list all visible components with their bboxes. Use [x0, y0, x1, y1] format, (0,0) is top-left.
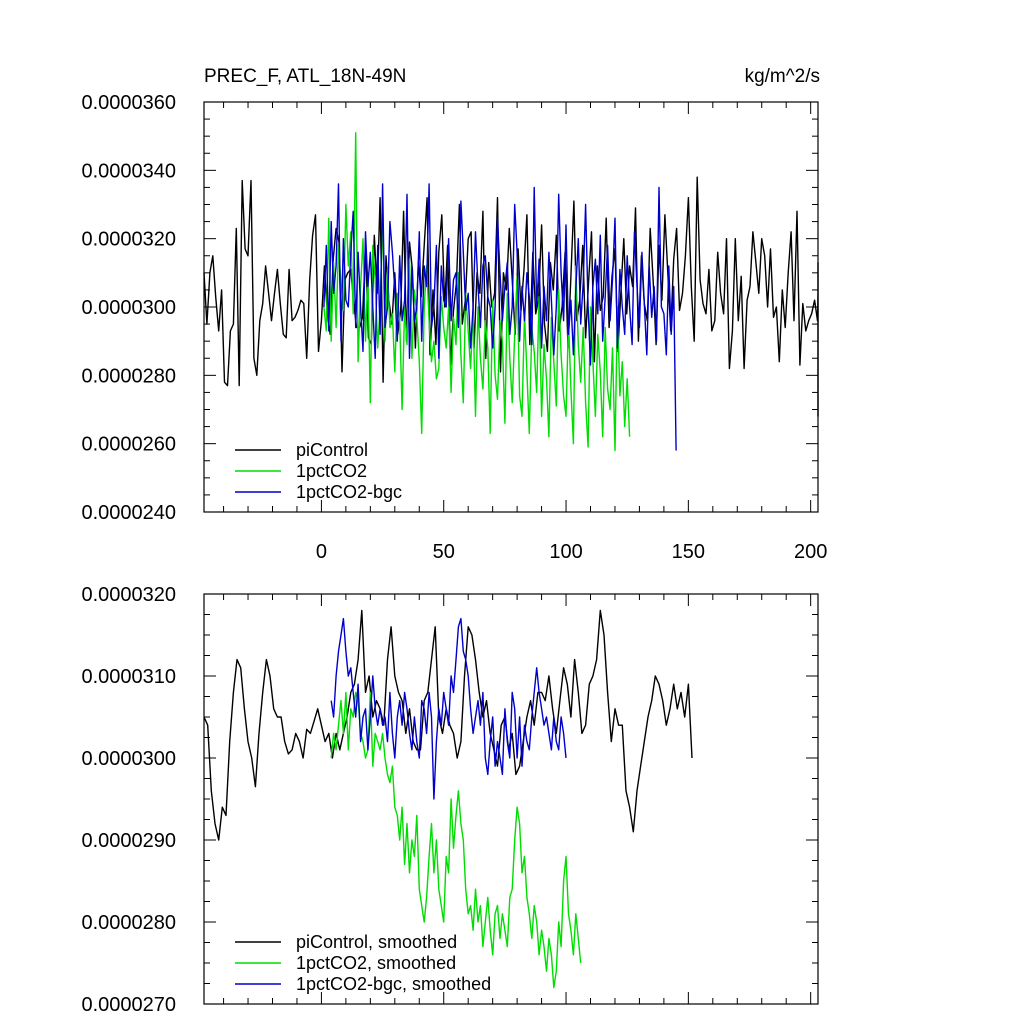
bottom-ytick-label: 0.0000300	[81, 748, 176, 770]
top-ytick-label: 0.0000320	[81, 229, 176, 251]
legend-label: 1pctCO2-bgc	[296, 482, 402, 502]
top-xtick-label: 0	[316, 541, 327, 563]
top-ytick-label: 0.0000340	[81, 160, 176, 182]
legend-label: piControl	[296, 440, 368, 460]
bottom-ytick-label: 0.0000290	[81, 830, 176, 852]
bottom-series-group	[203, 609, 693, 989]
top-ytick-label: 0.0000300	[81, 297, 176, 319]
bottom-ytick-label: 0.0000280	[81, 912, 176, 934]
series-1pctco2-smoothed-line	[330, 691, 582, 989]
top-xtick-label: 200	[794, 541, 827, 563]
chart-title: PREC_F, ATL_18N-49N	[204, 66, 406, 87]
top-ytick-label: 0.0000360	[81, 92, 176, 114]
top-axes: 0.0000240 0.0000260 0.0000280 0.0000300 0.00…	[81, 92, 827, 563]
series-1pctco2-bgc-smoothed-line	[330, 617, 567, 800]
series-1pctco2-line	[323, 132, 631, 452]
top-xtick-label: 50	[433, 541, 455, 563]
series-picontrol-line	[203, 176, 819, 417]
legend-label: piControl, smoothed	[296, 932, 457, 952]
top-ytick-label: 0.0000260	[81, 434, 176, 456]
top-ytick-label: 0.0000240	[81, 502, 176, 524]
series-1pctco2-bgc-line	[323, 183, 677, 451]
legend-label: 1pctCO2-bgc, smoothed	[296, 974, 491, 994]
legend-label: 1pctCO2, smoothed	[296, 953, 456, 973]
chart-units: kg/m^2/s	[745, 66, 820, 87]
top-xtick-label: 100	[549, 541, 582, 563]
bottom-ytick-label: 0.0000320	[81, 584, 176, 606]
bottom-ytick-label: 0.0000270	[81, 994, 176, 1016]
top-xtick-label: 150	[672, 541, 705, 563]
top-ytick-label: 0.0000280	[81, 365, 176, 387]
top-series-group	[203, 132, 819, 452]
legend-label: 1pctCO2	[296, 461, 367, 481]
bottom-axes: 0.0000270 0.0000280 0.0000290 0.0000300 0.00…	[81, 584, 818, 1016]
bottom-ytick-label: 0.0000310	[81, 666, 176, 688]
